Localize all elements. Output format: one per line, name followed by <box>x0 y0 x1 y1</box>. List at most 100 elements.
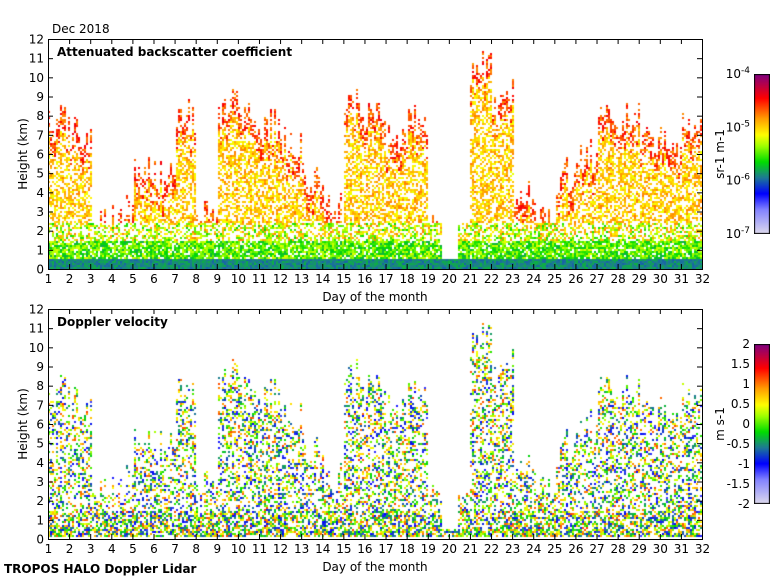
x-tick-label: 18 <box>400 272 415 286</box>
x-tick-label: 14 <box>315 542 330 556</box>
x-tick-label: 30 <box>653 272 668 286</box>
colorbar-tick-label: -2 <box>738 497 750 511</box>
x-tick-label: 17 <box>378 542 393 556</box>
x-tick-label: 31 <box>674 542 689 556</box>
plot-frame <box>48 39 703 270</box>
y-tick-label: 2 <box>36 224 44 238</box>
y-tick-label: 3 <box>36 205 44 219</box>
y-tick-label: 12 <box>29 303 44 317</box>
x-tick-label: 7 <box>171 542 179 556</box>
y-tick-label: 9 <box>36 90 44 104</box>
x-tick-label: 27 <box>589 272 604 286</box>
colorbar-tick-label: 1 <box>742 377 750 391</box>
x-tick-label: 31 <box>674 272 689 286</box>
x-tick-label: 23 <box>505 542 520 556</box>
y-tick-label: 10 <box>29 341 44 355</box>
x-tick-label: 19 <box>421 542 436 556</box>
y-tick-label: 5 <box>36 437 44 451</box>
x-tick-label: 8 <box>192 542 200 556</box>
x-tick-label: 4 <box>108 272 116 286</box>
y-tick-label: 0 <box>36 263 44 277</box>
x-tick-label: 22 <box>484 542 499 556</box>
x-tick-label: 28 <box>610 542 625 556</box>
x-tick-label: 9 <box>213 542 221 556</box>
y-tick-label: 11 <box>29 322 44 336</box>
x-tick-label: 20 <box>442 542 457 556</box>
x-tick-label: 24 <box>526 542 541 556</box>
x-tick-label: 17 <box>378 272 393 286</box>
y-tick-label: 8 <box>36 109 44 123</box>
y-tick-label: 1 <box>36 513 44 527</box>
x-tick-label: 25 <box>547 542 562 556</box>
y-tick-label: 8 <box>36 379 44 393</box>
x-tick-label: 8 <box>192 272 200 286</box>
colorbar-tick-label: -0.5 <box>727 437 750 451</box>
x-tick-label: 13 <box>294 542 309 556</box>
x-tick-label: 3 <box>87 272 95 286</box>
x-tick-label: 29 <box>632 272 647 286</box>
x-axis-label-top: Day of the month <box>322 290 427 304</box>
x-tick-label: 26 <box>568 272 583 286</box>
x-tick-label: 4 <box>108 542 116 556</box>
backscatter-colorbar <box>754 74 770 234</box>
x-tick-label: 3 <box>87 542 95 556</box>
x-axis-label-bottom: Day of the month <box>322 560 427 574</box>
x-tick-label: 1 <box>45 272 53 286</box>
velocity-colorbar <box>754 344 770 504</box>
y-axis-label-bottom: Height (km) <box>16 388 30 459</box>
x-tick-label: 1 <box>45 542 53 556</box>
y-tick-label: 11 <box>29 52 44 66</box>
x-tick-label: 15 <box>336 542 351 556</box>
x-tick-label: 11 <box>252 272 267 286</box>
x-tick-label: 22 <box>484 272 499 286</box>
x-tick-label: 10 <box>231 272 246 286</box>
x-tick-label: 16 <box>357 272 372 286</box>
x-tick-label: 25 <box>547 272 562 286</box>
x-tick-label: 10 <box>231 542 246 556</box>
x-tick-label: 2 <box>66 542 74 556</box>
x-tick-label: 28 <box>610 272 625 286</box>
y-tick-label: 1 <box>36 243 44 257</box>
x-tick-label: 32 <box>695 542 710 556</box>
colorbar-tick-label: 2 <box>742 337 750 351</box>
x-tick-label: 23 <box>505 272 520 286</box>
colorbar-tick-label: 10-5 <box>726 119 750 134</box>
x-tick-label: 21 <box>463 542 478 556</box>
x-tick-label: 6 <box>150 542 158 556</box>
colorbar-tick-label: 0.5 <box>731 397 750 411</box>
x-tick-label: 16 <box>357 542 372 556</box>
x-tick-label: 26 <box>568 542 583 556</box>
y-tick-label: 10 <box>29 71 44 85</box>
colorbar-tick-label: -1 <box>738 457 750 471</box>
y-tick-label: 6 <box>36 418 44 432</box>
y-tick-label: 4 <box>36 456 44 470</box>
date-label: Dec 2018 <box>52 22 110 36</box>
y-tick-label: 12 <box>29 33 44 47</box>
colorbar-tick-label: 1.5 <box>731 357 750 371</box>
colorbar-tick-label: 10-4 <box>726 66 751 81</box>
x-tick-label: 5 <box>129 272 137 286</box>
colorbar-tick-label: 10-6 <box>726 173 751 188</box>
panel-title-backscatter: Attenuated backscatter coefficient <box>57 45 292 59</box>
x-tick-label: 12 <box>273 272 288 286</box>
y-tick-label: 4 <box>36 186 44 200</box>
y-tick-label: 7 <box>36 398 44 412</box>
x-tick-label: 12 <box>273 542 288 556</box>
y-tick-label: 6 <box>36 148 44 162</box>
x-tick-label: 14 <box>315 272 330 286</box>
x-tick-label: 29 <box>632 542 647 556</box>
x-tick-label: 20 <box>442 272 457 286</box>
plot-frame <box>48 309 703 540</box>
x-tick-label: 27 <box>589 542 604 556</box>
x-tick-label: 18 <box>400 542 415 556</box>
x-tick-label: 21 <box>463 272 478 286</box>
x-tick-label: 9 <box>213 272 221 286</box>
y-tick-label: 7 <box>36 128 44 142</box>
x-tick-label: 19 <box>421 272 436 286</box>
y-tick-label: 0 <box>36 533 44 547</box>
x-tick-label: 11 <box>252 542 267 556</box>
y-tick-label: 5 <box>36 167 44 181</box>
panel-title-velocity: Doppler velocity <box>57 315 168 329</box>
footer-label: TROPOS HALO Doppler Lidar <box>4 562 197 576</box>
